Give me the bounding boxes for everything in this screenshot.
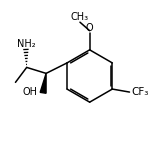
Text: OH: OH (22, 87, 37, 97)
Text: O: O (86, 23, 93, 33)
Text: NH₂: NH₂ (17, 39, 36, 49)
Text: CH₃: CH₃ (71, 12, 89, 22)
Text: CF₃: CF₃ (131, 87, 148, 97)
Polygon shape (40, 73, 46, 93)
